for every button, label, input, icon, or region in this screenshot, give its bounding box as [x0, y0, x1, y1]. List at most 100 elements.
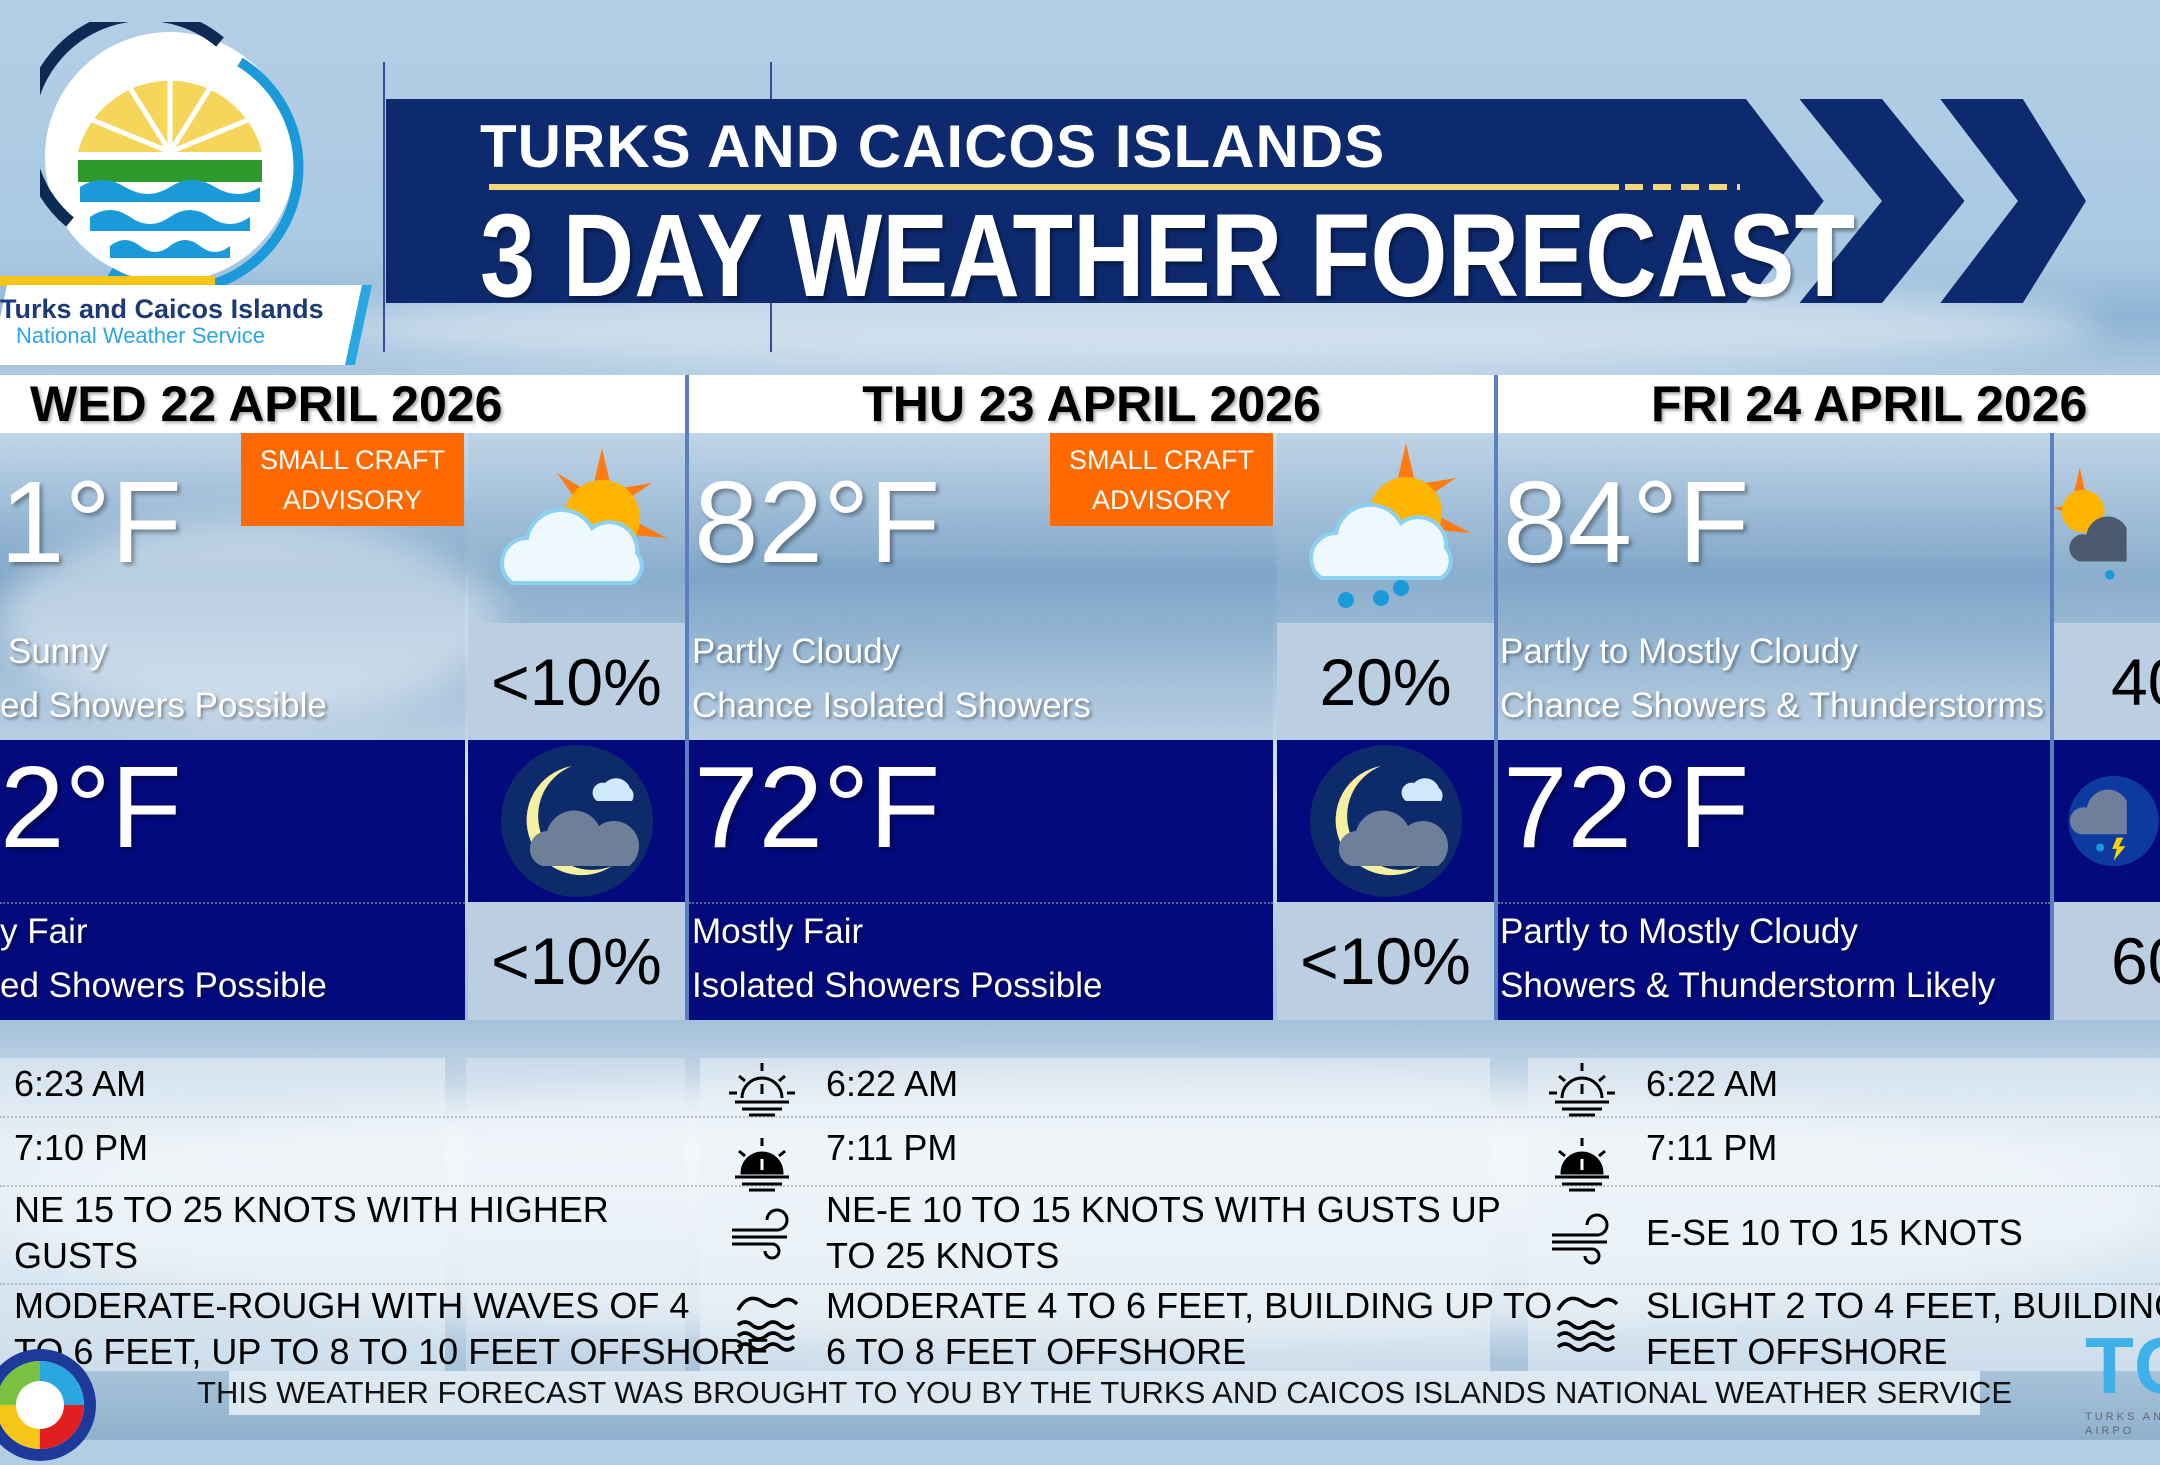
night-low-temp: 72°F: [1503, 742, 1750, 872]
footer-credit: THIS WEATHER FORECAST WAS BROUGHT TO YOU…: [197, 1371, 2012, 1415]
seas-line: MODERATE-ROUGH WITH WAVES OF 4: [14, 1285, 690, 1326]
divider: [0, 1116, 2160, 1118]
moon-cloud-icon: [1277, 740, 1494, 902]
sun-cloud-rain-icon: [1277, 433, 1494, 623]
marine-panel-2: [700, 1058, 1490, 1371]
marine-panel-icons: [466, 1058, 685, 1371]
wind-forecast: NE-E 10 TO 15 KNOTS WITH GUSTS UP TO 25 K…: [826, 1187, 1501, 1279]
wind-line: NE-E 10 TO 15 KNOTS WITH GUSTS UP: [826, 1189, 1501, 1230]
logo-org-subtitle: National Weather Service: [16, 323, 266, 348]
divider: [1498, 902, 2050, 904]
sunrise-icon: [729, 1063, 795, 1117]
moon-cloud-icon: [468, 740, 685, 902]
wind-line: TO 25 KNOTS: [826, 1235, 1060, 1276]
column-divider: [685, 375, 689, 1020]
sunrise-time: 6:22 AM: [826, 1063, 959, 1104]
day-condition: Sunny: [8, 632, 108, 671]
accent-dashes: [1625, 184, 1740, 190]
small-craft-advisory-badge: SMALL CRAFT ADVISORY: [1050, 433, 1273, 526]
seas-line: MODERATE 4 TO 6 FEET, BUILDING UP TO: [826, 1285, 1553, 1326]
nws-logo: [21, 8, 310, 296]
day-precip-note: Chance Isolated Showers: [692, 686, 1091, 725]
seas-forecast: MODERATE 4 TO 6 FEET, BUILDING UP TO 6 TO…: [826, 1283, 1552, 1375]
day-condition: Partly Cloudy: [692, 632, 901, 671]
sunset-time: 7:11 PM: [826, 1127, 958, 1168]
day-rain-chance: 20%: [1277, 623, 1494, 740]
wind-icon: [1552, 1213, 1609, 1265]
day-condition: Partly to Mostly Cloudy: [1500, 632, 1858, 671]
night-precip-note: Isolated Showers Possible: [692, 966, 1103, 1005]
wind-line: E-SE 10 TO 15 KNOTS: [1646, 1212, 2023, 1253]
night-thunderstorm-icon: [2053, 740, 2160, 902]
night-precip-note: Showers & Thunderstorm Likely: [1500, 966, 1996, 1005]
sunrise-time: 6:22 AM: [1646, 1063, 1779, 1104]
night-panel: [689, 740, 1273, 1020]
banner-title-region: TURKS AND CAICOS ISLANDS: [480, 113, 1386, 180]
divider: [0, 1185, 2160, 1187]
seas-line: TO 6 FEET, UP TO 8 TO 10 FEET OFFSHORE: [14, 1331, 770, 1372]
wind-line: NE 15 TO 25 KNOTS WITH HIGHER: [14, 1189, 609, 1230]
night-panel: [0, 740, 465, 1020]
advisory-line: ADVISORY: [1091, 484, 1232, 515]
night-rain-chance: <10%: [1277, 902, 1494, 1020]
seas-forecast: MODERATE-ROUGH WITH WAVES OF 4 TO 6 FEET,…: [14, 1283, 770, 1375]
column-divider: [2050, 433, 2054, 1020]
small-craft-advisory-badge: SMALL CRAFT ADVISORY: [241, 433, 464, 526]
wind-line: GUSTS: [14, 1235, 139, 1276]
wind-icon: [732, 1208, 789, 1260]
day-header-3: FRI 24 APRIL 2026: [1498, 375, 2160, 433]
disaster-management-seal: [0, 1349, 96, 1461]
seas-line: SLIGHT 2 TO 4 FEET, BUILDING U: [1646, 1285, 2160, 1326]
night-precip-note: ed Showers Possible: [0, 966, 327, 1005]
sunset-icon: [1555, 1138, 1609, 1192]
day-rain-chance: <10%: [468, 623, 685, 740]
sunset-time: 7:10 PM: [14, 1127, 149, 1168]
banner-title: 3 DAY WEATHER FORECAST: [480, 190, 1856, 322]
day-high-temp: 82°F: [694, 457, 941, 587]
advisory-line: ADVISORY: [282, 484, 423, 515]
day-high-temp: 1°F: [0, 457, 182, 587]
banner-background: [386, 99, 2086, 303]
night-low-temp: 2°F: [0, 742, 182, 872]
sun-thunderstorm-icon: [2053, 433, 2160, 623]
day-rain-chance: 40: [2053, 623, 2160, 740]
advisory-line: SMALL CRAFT: [1068, 444, 1255, 475]
night-condition: y Fair: [0, 912, 88, 951]
day-precip-note: ed Showers Possible: [0, 686, 327, 725]
logo-org-name: Turks and Caicos Islands: [0, 294, 324, 324]
sunset-icon: [735, 1138, 789, 1192]
divider: [0, 902, 465, 904]
sunset-time: 7:11 PM: [1646, 1127, 1778, 1168]
marine-panel-1: [0, 1058, 445, 1371]
advisory-line: SMALL CRAFT: [259, 444, 446, 475]
day-precip-note: Chance Showers & Thunderstorms: [1500, 686, 2045, 725]
divider: [0, 1283, 2160, 1285]
wind-forecast: NE 15 TO 25 KNOTS WITH HIGHER GUSTS: [14, 1187, 609, 1279]
sunrise-time: 6:23 AM: [14, 1063, 147, 1104]
night-panel: [1498, 740, 2050, 1020]
night-condition: Mostly Fair: [692, 912, 864, 951]
night-rain-chance: 60: [2053, 902, 2160, 1020]
seas-forecast: SLIGHT 2 TO 4 FEET, BUILDING U FEET OFFSH…: [1646, 1283, 2160, 1375]
banner-divider: [383, 62, 385, 352]
night-rain-chance: <10%: [468, 902, 685, 1020]
seas-line: 6 TO 8 FEET OFFSHORE: [826, 1331, 1247, 1372]
column-divider: [1494, 375, 1498, 1020]
day-high-temp: 84°F: [1503, 457, 1750, 587]
night-low-temp: 72°F: [694, 742, 941, 872]
seas-line: FEET OFFSHORE: [1646, 1331, 1948, 1372]
waves-icon: [736, 1296, 799, 1352]
corner-airport-logo-subtitle: TURKS AN AIRPO: [2085, 1411, 2160, 1437]
wind-forecast: E-SE 10 TO 15 KNOTS: [1646, 1210, 2023, 1256]
day-header-2: THU 23 APRIL 2026: [689, 375, 1494, 433]
day-header-1: WED 22 APRIL 2026: [0, 375, 685, 433]
day-panel: [1498, 433, 2050, 740]
accent-line: [489, 184, 1619, 190]
background-surf: [0, 520, 500, 720]
marine-panel-3: [1528, 1058, 2160, 1371]
night-condition: Partly to Mostly Cloudy: [1500, 912, 1858, 951]
divider: [689, 902, 1273, 904]
sun-behind-cloud-icon: [468, 433, 685, 623]
logo-stripe: [0, 276, 215, 286]
waves-icon: [1556, 1296, 1619, 1352]
